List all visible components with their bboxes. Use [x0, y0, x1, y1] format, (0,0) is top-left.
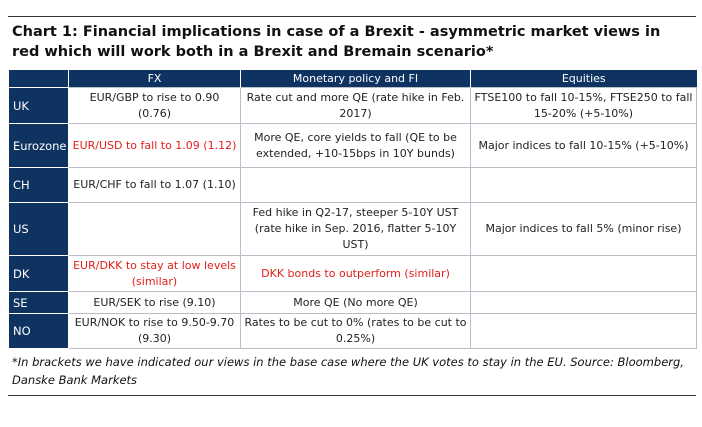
empty-cell: [68, 202, 241, 256]
cell: More QE (No more QE): [240, 291, 471, 314]
table-row: US Fed hike in Q2-17, steeper 5-10Y UST (…: [8, 202, 697, 256]
table: FX Monetary policy and FI Equities UK EUR/G…: [8, 70, 697, 349]
cell: Major indices to fall 10-15% (+5-10%): [470, 123, 697, 168]
cell: Fed hike in Q2-17, steeper 5-10Y UST (ra…: [240, 202, 471, 256]
footnote: *In brackets we have indicated our views…: [8, 349, 696, 396]
empty-cell: [470, 167, 697, 203]
empty-cell: [240, 167, 471, 203]
highlighted-cell: DKK bonds to outperform (similar): [240, 255, 471, 292]
cell: More QE, core yields to fall (QE to be e…: [240, 123, 471, 168]
table-row: NO EUR/NOK to rise to 9.50-9.70 (9.30) Rat…: [8, 313, 697, 349]
table-row: SE EUR/SEK to rise (9.10) More QE (No more…: [8, 291, 697, 314]
row-label: CH: [8, 167, 69, 203]
header-row: FX Monetary policy and FI Equities: [8, 70, 697, 88]
row-label: DK: [8, 255, 69, 292]
empty-cell: [470, 255, 697, 292]
table-row: UK EUR/GBP to rise to 0.90 (0.76) Rate cut…: [8, 87, 697, 124]
corner-cell: [8, 70, 69, 88]
row-label: NO: [8, 313, 69, 349]
cell: EUR/SEK to rise (9.10): [68, 291, 241, 314]
empty-cell: [470, 291, 697, 314]
column-header: Equities: [470, 70, 697, 88]
row-label: SE: [8, 291, 69, 314]
row-label: UK: [8, 87, 69, 124]
cell: Rates to be cut to 0% (rates to be cut t…: [240, 313, 471, 349]
row-label: Eurozone: [8, 123, 69, 168]
cell: Rate cut and more QE (rate hike in Feb. …: [240, 87, 471, 124]
table-row: CH EUR/CHF to fall to 1.07 (1.10): [8, 167, 697, 203]
cell: FTSE100 to fall 10-15%, FTSE250 to fall …: [470, 87, 697, 124]
highlighted-cell: EUR/USD to fall to 1.09 (1.12): [68, 123, 241, 168]
column-header: FX: [68, 70, 241, 88]
highlighted-cell: EUR/DKK to stay at low levels (similar): [68, 255, 241, 292]
cell: Major indices to fall 5% (minor rise): [470, 202, 697, 256]
table-row: Eurozone EUR/USD to fall to 1.09 (1.12) Mo…: [8, 123, 697, 168]
empty-cell: [470, 313, 697, 349]
table-row: DK EUR/DKK to stay at low levels (similar…: [8, 255, 697, 292]
cell: EUR/NOK to rise to 9.50-9.70 (9.30): [68, 313, 241, 349]
row-label: US: [8, 202, 69, 256]
document: Chart 1: Financial implications in case …: [8, 16, 697, 396]
cell: EUR/CHF to fall to 1.07 (1.10): [68, 167, 241, 203]
title: Chart 1: Financial implications in case …: [8, 16, 696, 70]
cell: EUR/GBP to rise to 0.90 (0.76): [68, 87, 241, 124]
column-header: Monetary policy and FI: [240, 70, 471, 88]
